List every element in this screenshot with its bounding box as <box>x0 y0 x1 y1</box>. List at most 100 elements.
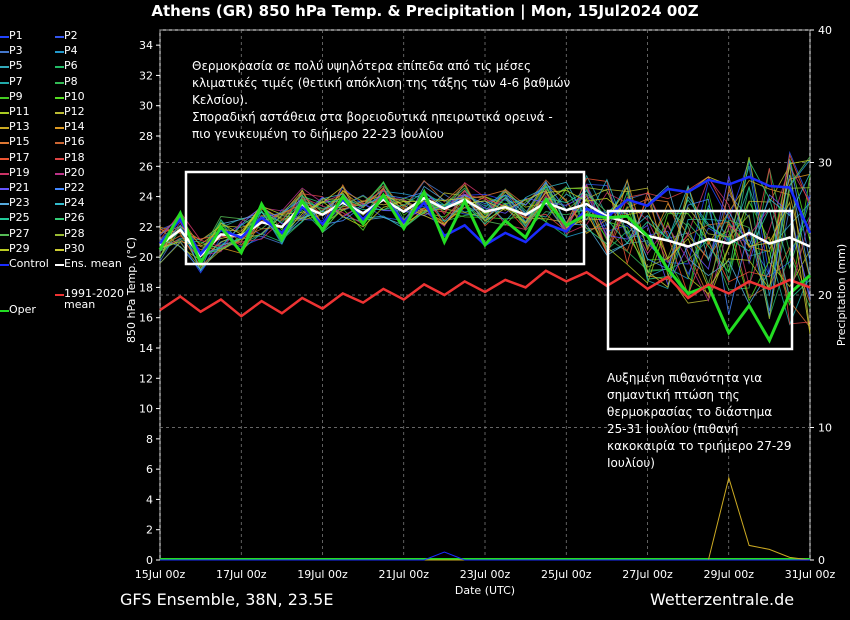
legend-label: P25 <box>9 211 30 225</box>
legend-label: Control <box>9 257 49 270</box>
y-tick-label: 8 <box>146 433 153 446</box>
legend-label: P26 <box>64 211 85 225</box>
legend-label: P14 <box>64 120 85 134</box>
y-tick-label: 14 <box>139 342 153 355</box>
main-series <box>158 175 812 344</box>
legend-label: P7 <box>9 74 23 88</box>
ensemble-members <box>159 150 811 334</box>
ensemble-line <box>159 159 811 291</box>
legend-label: P3 <box>9 44 23 58</box>
legend-label: P19 <box>9 165 30 179</box>
legend-label: Oper <box>9 302 36 316</box>
legend-label: P10 <box>64 89 85 103</box>
legend-label: P4 <box>64 44 78 58</box>
legend-swatch <box>0 309 9 312</box>
legend-label: P30 <box>64 241 85 255</box>
x-tick-label: 31Jul 00z <box>785 568 836 581</box>
legend-label: P1 <box>9 29 23 42</box>
x-tick-label: 23Jul 00z <box>460 568 511 581</box>
y-tick-label: 34 <box>139 39 153 52</box>
y-tick-label: 2 <box>146 524 153 537</box>
x-tick-label: 29Jul 00z <box>703 568 754 581</box>
legend-swatch <box>55 112 64 114</box>
legend-swatch <box>55 188 64 190</box>
legend-swatch <box>55 218 64 221</box>
legend-label: P12 <box>64 105 85 118</box>
legend-swatch <box>55 127 64 130</box>
legend-swatch <box>55 157 64 160</box>
series-line <box>159 269 811 318</box>
annotation-warm: Θερμοκρασία σε πολύ υψηλότερα επίπεδα απ… <box>192 59 571 141</box>
legend-label: P16 <box>64 135 85 149</box>
legend-swatch <box>0 188 9 190</box>
legend-swatch <box>0 127 9 130</box>
legend-label: P22 <box>64 181 85 194</box>
legend-label: 1991-2020 mean <box>64 287 124 312</box>
y2-tick-label: 30 <box>818 157 832 170</box>
highlight-box-1 <box>184 170 586 266</box>
y-axis-label: 850 hPa Temp. (°C) <box>125 237 138 343</box>
legend-label: P28 <box>64 226 85 240</box>
x-tick-label: 27Jul 00z <box>622 568 673 581</box>
legend-swatch <box>55 36 64 38</box>
y-tick-label: 18 <box>139 281 153 294</box>
legend-label: P8 <box>64 74 78 88</box>
y-tick-label: 30 <box>139 100 153 113</box>
y2-tick-label: 40 <box>818 24 832 37</box>
legend-swatch <box>0 51 9 54</box>
y-tick-label: 16 <box>139 312 153 325</box>
annotation-cooling: Αυξημένη πιθανότητα για σημαντική πτώση … <box>607 371 792 470</box>
legend-label: P15 <box>9 135 30 149</box>
ensemble-line <box>159 159 811 280</box>
source-label: Wetterzentrale.de <box>650 590 795 609</box>
legend-swatch <box>55 66 64 69</box>
legend-swatch <box>0 157 9 160</box>
y-tick-label: 4 <box>146 493 153 506</box>
legend-swatch <box>0 264 9 266</box>
legend-swatch <box>0 96 9 99</box>
legend-label: P29 <box>9 241 30 255</box>
model-label: GFS Ensemble, 38N, 23.5E <box>120 590 334 609</box>
y-tick-label: 6 <box>146 463 153 476</box>
legend-swatch <box>0 36 9 38</box>
legend-label: P24 <box>64 196 85 210</box>
legend-swatch <box>55 203 64 206</box>
y-tick-label: 12 <box>139 372 153 385</box>
x-axis-label: Date (UTC) <box>455 584 515 597</box>
y2-axis-label: Precipitation (mm) <box>835 244 848 346</box>
legend-swatch <box>0 172 9 175</box>
ensemble-line <box>159 165 811 287</box>
legend-swatch <box>0 81 9 84</box>
grid <box>159 29 811 561</box>
legend-label: P23 <box>9 196 30 210</box>
chart-title: Athens (GR) 850 hPa Temp. & Precipitatio… <box>151 2 699 20</box>
legend-swatch <box>55 96 64 99</box>
ensemble-line <box>159 176 811 298</box>
legend-swatch <box>55 264 64 266</box>
y-tick-label: 10 <box>139 403 153 416</box>
y2-tick-label: 0 <box>818 554 825 567</box>
x-tick-label: 15Jul 00z <box>135 568 186 581</box>
legend-label: P5 <box>9 59 23 73</box>
legend-label: P21 <box>9 181 30 194</box>
y2-tick-label: 20 <box>818 289 832 302</box>
precip-line <box>160 551 810 561</box>
legend-label: P13 <box>9 120 30 134</box>
ensemble-line <box>159 185 811 270</box>
x-tick-label: 25Jul 00z <box>541 568 592 581</box>
ensemble-line <box>159 184 811 319</box>
y-tick-label: 22 <box>139 221 153 234</box>
legend-label: P27 <box>9 226 30 240</box>
legend-label: P9 <box>9 89 23 103</box>
legend-swatch <box>0 203 9 206</box>
y-tick-label: 0 <box>146 554 153 567</box>
legend-swatch <box>55 142 64 145</box>
legend-swatch <box>55 294 64 297</box>
y-tick-label: 28 <box>139 130 153 143</box>
y-tick-label: 24 <box>139 191 153 204</box>
legend-swatch <box>0 248 9 251</box>
y-tick-label: 20 <box>139 251 153 264</box>
axis-ticks: 15Jul 00z 17Jul 00z 19Jul 00z 21Jul 00z 23Ju… <box>135 24 836 581</box>
legend-swatch <box>55 248 64 251</box>
